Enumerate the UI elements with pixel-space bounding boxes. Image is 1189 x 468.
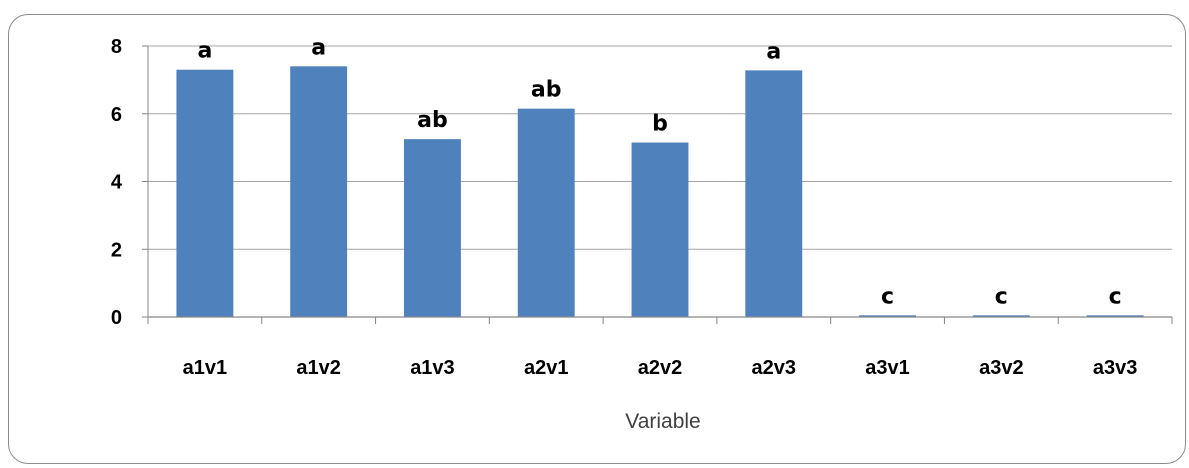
data-label-a2v2: b [652,112,668,137]
bar-a3v1 [859,315,916,317]
y-tick-label: 2 [111,239,122,261]
x-tick-label-a2v1: a2v1 [524,357,569,379]
data-label-a2v3: a [766,39,781,64]
bar-a3v2 [972,315,1030,317]
x-tick-label-a1v1: a1v1 [183,357,228,379]
y-tick-label: 8 [111,36,122,58]
bar-a2v3 [745,70,803,317]
x-tick-label-a1v2: a1v2 [296,357,341,379]
x-axis-title: Variable [625,410,701,433]
x-tick-label-a3v2: a3v2 [979,357,1024,379]
data-label-a3v2: c [995,284,1008,309]
x-tick-label-a1v3: a1v3 [410,357,455,379]
data-label-a1v1: a [197,39,212,64]
x-tick-label-a2v2: a2v2 [638,357,683,379]
x-tick-label-a3v3: a3v3 [1093,357,1138,379]
bar-a3v3 [1086,315,1144,317]
bar-a2v2 [631,142,689,317]
bar-a1v3 [404,139,461,317]
bars [176,66,1144,318]
data-label-a1v3: ab [417,108,448,133]
x-tick-labels: a1v1 a1v2 a1v3 a2v1 a2v2 a2v3 a3v1 a3v2 a3v3 [183,357,1138,379]
y-tick-label: 4 [111,172,123,194]
data-label-a3v1: c [881,284,894,309]
y-tick-label: 0 [111,307,122,329]
y-tick-labels: 0 2 4 6 8 [111,36,123,329]
x-tick-label-a3v1: a3v1 [865,357,910,379]
x-tick-label-a2v3: a2v3 [752,357,797,379]
data-labels: a a ab ab b a c c c [197,35,1121,309]
data-label-a3v3: c [1109,284,1122,309]
axes [142,45,1173,324]
data-label-a1v2: a [311,35,326,60]
bar-a1v2 [290,66,348,317]
bar-a1v1 [176,69,234,318]
bar-a2v1 [517,108,575,317]
data-label-a2v1: ab [531,78,562,103]
y-tick-label: 6 [111,104,122,126]
